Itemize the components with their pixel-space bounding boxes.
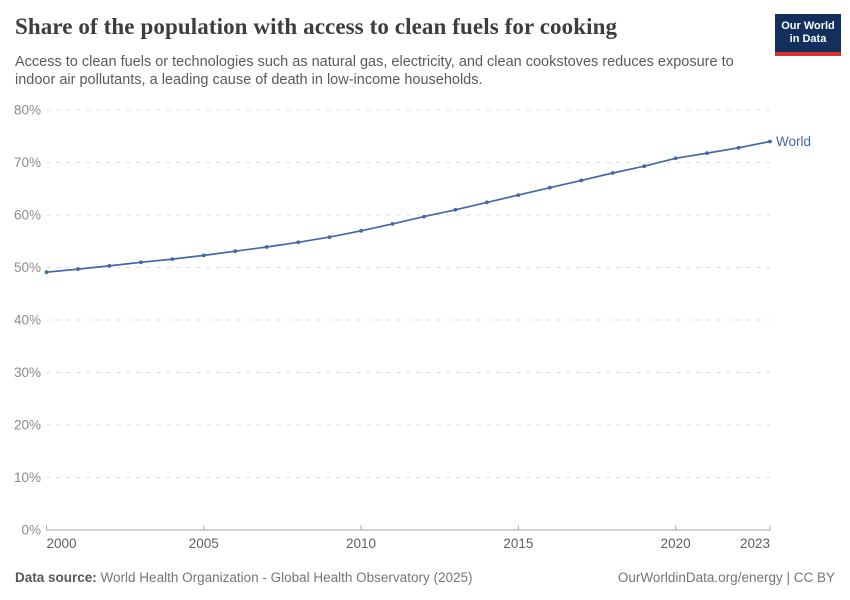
data-source-label: Data source: bbox=[15, 570, 97, 585]
x-tick-label: 2015 bbox=[503, 536, 533, 551]
data-point bbox=[610, 171, 615, 175]
chart-footer: Data source: World Health Organization -… bbox=[0, 570, 850, 585]
data-point bbox=[390, 222, 395, 226]
data-point bbox=[768, 139, 772, 144]
data-point bbox=[359, 228, 363, 233]
y-tick-label: 30% bbox=[14, 365, 41, 380]
x-tick-label: 2023 bbox=[740, 536, 770, 551]
data-point bbox=[579, 178, 584, 183]
data-point bbox=[705, 151, 709, 156]
owid-logo-line1: Our World bbox=[781, 20, 835, 32]
data-point bbox=[233, 249, 238, 254]
data-point bbox=[485, 200, 489, 205]
data-point bbox=[170, 257, 175, 261]
data-point bbox=[453, 207, 458, 212]
data-point bbox=[642, 164, 647, 169]
data-point bbox=[264, 245, 269, 249]
data-point bbox=[107, 264, 112, 268]
page-title: Share of the population with access to c… bbox=[15, 14, 618, 39]
y-tick-label: 10% bbox=[14, 470, 41, 485]
world-line bbox=[46, 140, 771, 274]
y-tick-label: 50% bbox=[14, 260, 41, 275]
owid-logo: Our World in Data bbox=[775, 14, 841, 56]
series-label-world: World bbox=[776, 134, 811, 149]
data-point bbox=[44, 270, 49, 275]
x-tick-label: 2020 bbox=[661, 536, 691, 551]
footer-link: OurWorldinData.org/energy | CC BY bbox=[617, 570, 835, 585]
x-tick-label: 2005 bbox=[189, 536, 219, 551]
y-tick-label: 20% bbox=[14, 418, 41, 433]
x-tick-label: 2010 bbox=[346, 536, 376, 551]
y-tick-label: 70% bbox=[14, 155, 41, 170]
y-tick-label: 0% bbox=[21, 523, 41, 538]
data-source-text: World Health Organization - Global Healt… bbox=[100, 570, 473, 585]
data-point bbox=[516, 193, 521, 198]
data-point bbox=[736, 145, 741, 150]
y-tick-label: 40% bbox=[14, 313, 41, 328]
page-subtitle: Access to clean fuels or technologies su… bbox=[15, 54, 734, 88]
data-point bbox=[673, 156, 678, 161]
data-point bbox=[139, 260, 143, 265]
y-tick-label: 60% bbox=[14, 208, 41, 223]
data-point bbox=[327, 235, 332, 240]
data-point bbox=[296, 240, 301, 245]
data-point bbox=[422, 214, 426, 219]
data-point bbox=[76, 267, 80, 271]
y-tick-label: 80% bbox=[14, 103, 41, 118]
data-source: Data source: World Health Organization -… bbox=[15, 570, 472, 585]
data-point bbox=[201, 253, 206, 258]
owid-logo-line2: in Data bbox=[789, 33, 827, 45]
x-tick-label: 2000 bbox=[46, 536, 76, 551]
data-point bbox=[547, 185, 552, 190]
